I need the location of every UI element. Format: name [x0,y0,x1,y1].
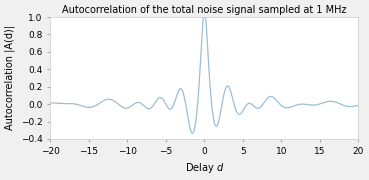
X-axis label: Delay $d$: Delay $d$ [185,161,224,175]
Title: Autocorrelation of the total noise signal sampled at 1 MHz: Autocorrelation of the total noise signa… [62,5,346,15]
Y-axis label: Autocorrelation |A(d)|: Autocorrelation |A(d)| [5,26,15,130]
